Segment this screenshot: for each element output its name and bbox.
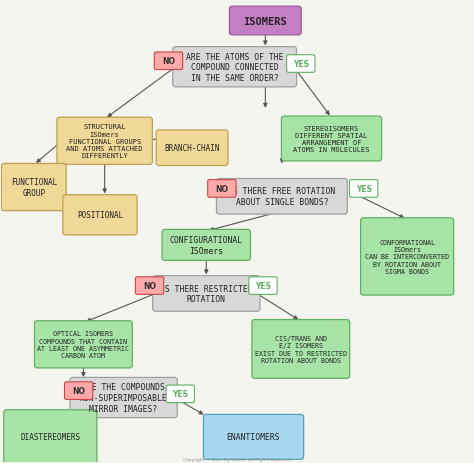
FancyBboxPatch shape xyxy=(155,53,182,70)
FancyBboxPatch shape xyxy=(70,378,177,418)
Text: BRANCH-CHAIN: BRANCH-CHAIN xyxy=(164,144,220,153)
FancyBboxPatch shape xyxy=(287,56,315,73)
FancyBboxPatch shape xyxy=(162,230,250,261)
Text: ARE THE ATOMS OF THE
COMPOUND CONNECTED
IN THE SAME ORDER?: ARE THE ATOMS OF THE COMPOUND CONNECTED … xyxy=(186,52,283,83)
Text: POSITIONAL: POSITIONAL xyxy=(77,211,123,220)
Text: NO: NO xyxy=(72,386,85,395)
Text: YES: YES xyxy=(255,282,271,290)
Text: NO: NO xyxy=(215,185,228,194)
Text: FUNCTIONAL
GROUP: FUNCTIONAL GROUP xyxy=(10,178,57,198)
Text: NO: NO xyxy=(162,57,175,66)
Text: CONFORMATIONAL
ISOmers
CAN BE INTERCONVERTED
BY ROTATION ABOUT
SIGMA BONDS: CONFORMATIONAL ISOmers CAN BE INTERCONVE… xyxy=(365,239,449,275)
Text: ARE THE COMPOUNDS
NON-SUPERIMPOSABLE
MIRROR IMAGES?: ARE THE COMPOUNDS NON-SUPERIMPOSABLE MIR… xyxy=(80,382,167,413)
FancyBboxPatch shape xyxy=(173,48,297,88)
FancyBboxPatch shape xyxy=(166,385,194,403)
Text: ENANTIOMERS: ENANTIOMERS xyxy=(227,432,280,441)
FancyBboxPatch shape xyxy=(282,117,382,162)
FancyBboxPatch shape xyxy=(349,180,378,198)
FancyBboxPatch shape xyxy=(57,118,153,165)
FancyBboxPatch shape xyxy=(136,277,164,295)
FancyBboxPatch shape xyxy=(252,320,350,379)
FancyBboxPatch shape xyxy=(217,179,347,215)
FancyBboxPatch shape xyxy=(153,276,260,312)
FancyBboxPatch shape xyxy=(203,414,304,459)
Text: NO: NO xyxy=(143,282,156,290)
FancyBboxPatch shape xyxy=(4,410,97,463)
FancyBboxPatch shape xyxy=(361,219,454,295)
Text: Copyright © Save My Exams  All Rights Reserved: Copyright © Save My Exams All Rights Res… xyxy=(183,457,291,461)
Text: OPTICAL ISOMERS
COMPOUNDS THAT CONTAIN
AT LEAST ONE ASYMMETRIC
CARBON ATOM: OPTICAL ISOMERS COMPOUNDS THAT CONTAIN A… xyxy=(37,331,129,358)
Text: STEREOISOMERS
DIFFERENT SPATIAL
ARRANGEMENT OF
ATOMS IN MOLECULES: STEREOISOMERS DIFFERENT SPATIAL ARRANGEM… xyxy=(293,125,370,153)
FancyBboxPatch shape xyxy=(229,7,301,36)
FancyBboxPatch shape xyxy=(64,382,93,400)
Text: YES: YES xyxy=(356,185,372,194)
Text: YES: YES xyxy=(172,389,188,399)
Text: CONFIGURATIONAL
ISOmers: CONFIGURATIONAL ISOmers xyxy=(170,236,243,255)
FancyBboxPatch shape xyxy=(35,321,132,368)
Text: DIASTEREOMERS: DIASTEREOMERS xyxy=(20,432,81,441)
FancyBboxPatch shape xyxy=(208,180,236,198)
Text: CIS/TRANS AND
E/Z ISOMERS
EXIST DUE TO RESTRICTED
ROTATION ABOUT BONDS: CIS/TRANS AND E/Z ISOMERS EXIST DUE TO R… xyxy=(255,335,347,363)
FancyBboxPatch shape xyxy=(156,131,228,166)
FancyBboxPatch shape xyxy=(1,164,66,211)
FancyBboxPatch shape xyxy=(63,195,137,235)
Text: YES: YES xyxy=(293,60,309,69)
Text: IS THERE FREE ROTATION
ABOUT SINGLE BONDS?: IS THERE FREE ROTATION ABOUT SINGLE BOND… xyxy=(228,187,336,207)
Text: IS THERE RESTRICTED
ROTATION: IS THERE RESTRICTED ROTATION xyxy=(160,284,253,304)
Text: STRUCTURAL
ISOmers
FUNCTIONAL GROUPS
AND ATOMS ATTACHED
DIFFERENTLY: STRUCTURAL ISOmers FUNCTIONAL GROUPS AND… xyxy=(66,124,143,159)
Text: ISOMERS: ISOMERS xyxy=(244,17,287,26)
FancyBboxPatch shape xyxy=(249,277,277,295)
